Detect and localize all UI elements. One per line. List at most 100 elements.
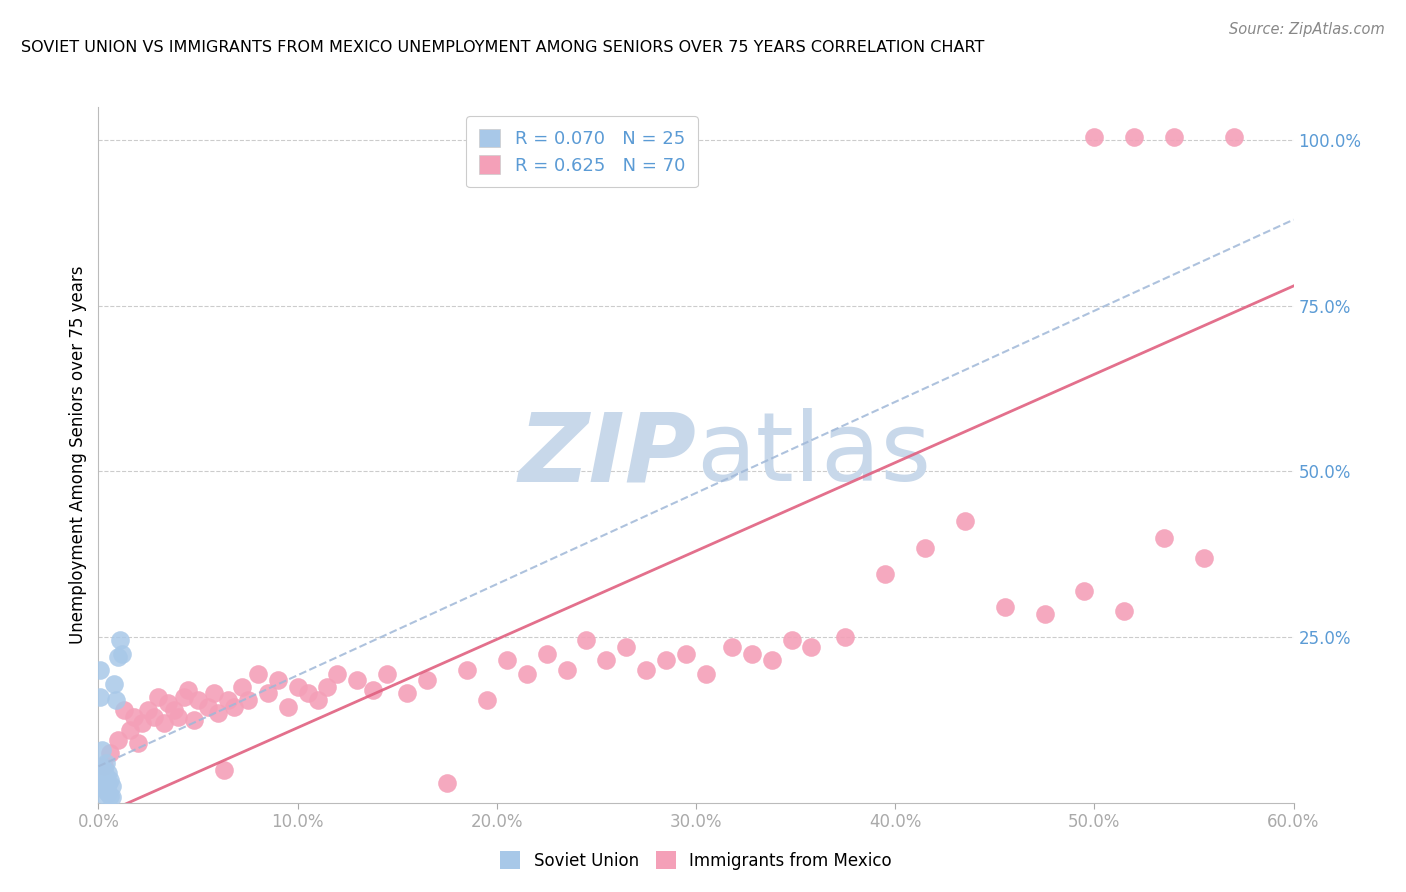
Point [516,666,538,681]
Point [101,790,124,805]
Point [761,653,783,667]
Point [277,699,299,714]
Point [98,789,122,804]
Point [1123,129,1146,144]
Point [91,759,114,773]
Point [177,683,200,698]
Point [495,653,517,667]
Point [136,703,159,717]
Point [97,777,120,791]
Point [91,769,114,783]
Point [217,693,239,707]
Point [1163,129,1185,144]
Point [96,756,118,770]
Point [316,680,339,694]
Point [153,716,176,731]
Point [536,647,558,661]
Point [93,771,115,785]
Point [89,663,111,677]
Point [212,763,235,777]
Point [675,647,697,661]
Point [416,673,439,688]
Y-axis label: Unemployment Among Seniors over 75 years: Unemployment Among Seniors over 75 years [69,266,87,644]
Point [741,647,763,661]
Point [721,640,744,654]
Text: ZIP: ZIP [517,409,696,501]
Point [131,716,153,731]
Point [436,776,458,790]
Text: SOVIET UNION VS IMMIGRANTS FROM MEXICO UNEMPLOYMENT AMONG SENIORS OVER 75 YEARS : SOVIET UNION VS IMMIGRANTS FROM MEXICO U… [21,40,984,55]
Point [187,693,209,707]
Point [1033,607,1056,621]
Point [1114,604,1136,618]
Point [202,686,225,700]
Point [110,633,132,648]
Point [96,784,118,798]
Point [695,666,717,681]
Legend: Soviet Union, Immigrants from Mexico: Soviet Union, Immigrants from Mexico [492,843,900,878]
Point [636,663,658,677]
Point [197,699,219,714]
Text: Source: ZipAtlas.com: Source: ZipAtlas.com [1229,22,1385,37]
Point [1083,129,1105,144]
Point [93,763,115,777]
Point [124,709,146,723]
Text: atlas: atlas [696,409,931,501]
Point [148,690,170,704]
Point [143,709,166,723]
Point [101,779,124,793]
Point [307,693,329,707]
Point [267,673,290,688]
Point [595,653,617,667]
Point [167,709,190,723]
Point [1192,550,1215,565]
Point [103,676,125,690]
Point [207,706,229,721]
Point [655,653,678,667]
Point [297,686,319,700]
Point [120,723,142,737]
Point [363,683,385,698]
Point [93,759,115,773]
Point [396,686,419,700]
Point [1153,531,1175,545]
Point [236,693,259,707]
Point [89,690,111,704]
Point [875,567,897,582]
Point [994,600,1017,615]
Point [127,736,149,750]
Point [183,713,205,727]
Point [614,640,637,654]
Point [157,697,180,711]
Point [97,766,120,780]
Point [834,630,856,644]
Point [231,680,253,694]
Point [96,769,118,783]
Point [780,633,803,648]
Point [555,663,578,677]
Point [107,650,129,665]
Point [287,680,309,694]
Point [93,781,115,796]
Point [98,746,122,760]
Point [800,640,823,654]
Point [111,647,134,661]
Point [326,666,349,681]
Point [97,786,120,800]
Point [456,663,478,677]
Point [475,693,498,707]
Point [91,779,114,793]
Point [1073,583,1095,598]
Point [173,690,195,704]
Point [375,666,398,681]
Point [91,743,114,757]
Point [914,541,936,555]
Point [98,772,122,787]
Point [222,699,245,714]
Point [246,666,269,681]
Point [1223,129,1246,144]
Point [93,788,115,802]
Point [163,703,186,717]
Point [105,693,128,707]
Point [256,686,278,700]
